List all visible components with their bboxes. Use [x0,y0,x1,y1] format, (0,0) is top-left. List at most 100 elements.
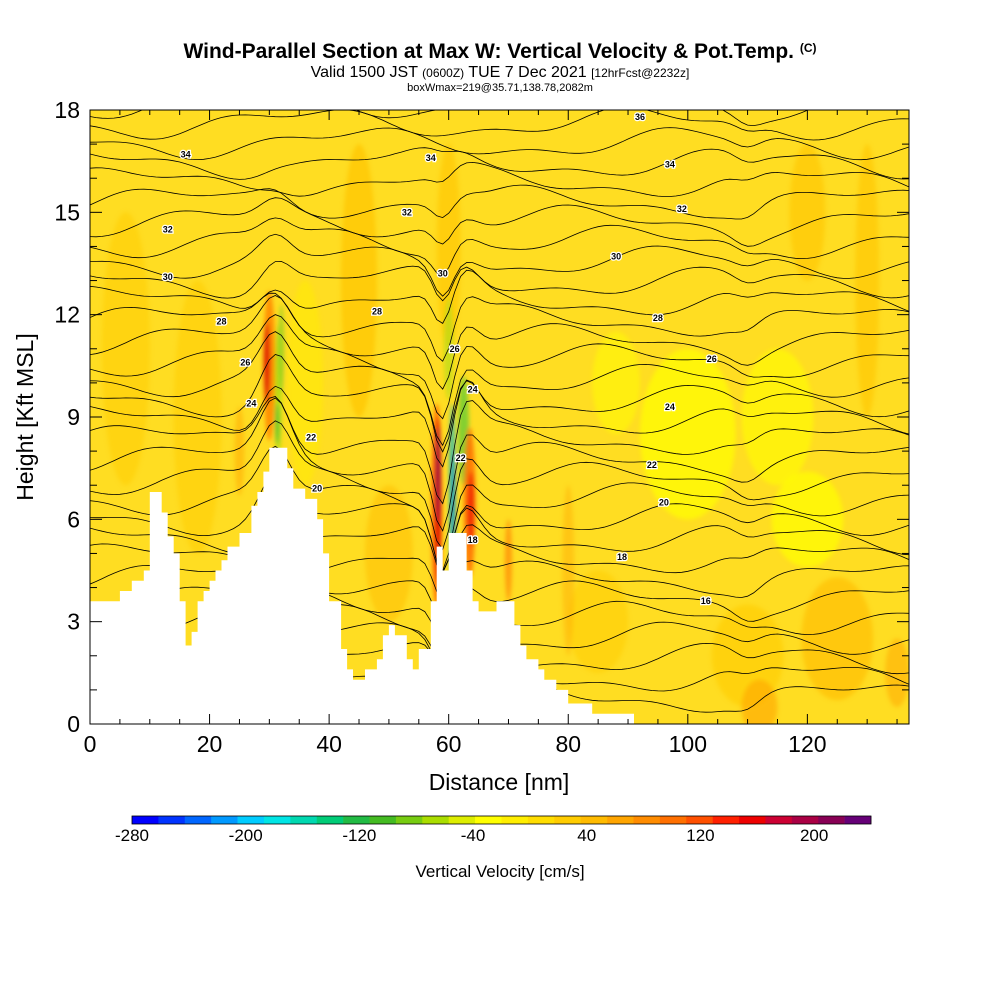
velocity-region [435,427,441,523]
isentrope-line [90,314,909,420]
isentrope-line [90,379,909,468]
valid-time: Valid 1500 JST (0600Z) TUE 7 Dec 2021 [1… [0,64,1000,82]
isentrope-line [90,524,909,598]
contour-label: 26 [240,357,250,367]
colorbar-tick-label: -200 [228,826,263,845]
contour-label: 24 [468,385,478,395]
contour-label: 26 [450,344,460,354]
velocity-region [287,280,324,486]
y-tick-label: 18 [54,97,80,123]
colorbar-swatch [527,816,555,824]
velocity-region [741,679,778,724]
colorbar-swatch [475,816,502,824]
isentrope-line [90,397,909,532]
contour-label: 18 [617,552,627,562]
colorbar-swatch [158,816,186,824]
contour-label: 24 [665,402,675,412]
isentrope-line [90,295,909,390]
velocity-region [278,304,285,394]
x-tick-label: 120 [788,731,826,757]
valid-utc: (0600Z) [422,66,465,80]
contour-label: 24 [246,398,256,408]
velocity-region [741,348,814,486]
colorbar-swatch [633,816,661,824]
isentrope-line [90,507,909,574]
terrain-mask [90,447,634,724]
isentrope-line [90,420,909,551]
isentrope-line [90,233,909,297]
colorbar-swatch [448,816,476,824]
velocity-region [341,144,377,418]
colorbar-tick-label: 120 [686,826,715,845]
x-axis-label: Distance [nm] [429,769,570,795]
velocity-region [467,471,475,547]
contour-label: 32 [677,204,687,214]
colorbar-swatch [395,816,423,824]
colorbar-swatch [580,816,608,824]
colorbar-swatch [686,816,713,824]
contour-label: 32 [163,224,173,234]
colorbar-swatch [211,816,238,824]
colorbar-swatch [184,816,212,824]
colorbar-swatch [501,816,529,824]
title-block: Wind-Parallel Section at Max W: Vertical… [0,36,1000,94]
velocity-region [639,348,736,520]
velocity-region [263,321,271,404]
velocity-region [592,331,640,435]
x-tick-label: 60 [436,731,462,757]
velocity-region [789,144,826,281]
isentrope-line [90,127,909,161]
colorbar-frame [131,815,872,825]
colorbar-swatch [290,816,318,824]
x-tick-label: 40 [316,731,342,757]
isentrope-line [90,445,909,572]
isentrope-line [90,110,809,127]
velocity-region [436,144,461,349]
colorbar-swatch [607,816,634,824]
contour-label: 22 [647,460,657,470]
colorbar-tick-label: 200 [799,826,829,845]
velocity-region [173,280,222,554]
x-tick-label: 20 [197,731,223,757]
colorbar-swatch [554,816,581,824]
colorbar-swatch [343,816,370,824]
velocity-region [101,212,150,486]
y-tick-label: 15 [54,199,80,225]
colorbar-tick-label: 40 [577,826,597,845]
colorbar-swatch [659,816,687,824]
colorbar-swatch [818,816,845,824]
contour-label: 22 [306,432,316,442]
colorbar-swatch [422,816,450,824]
colorbar-swatch [369,816,397,824]
y-axis-label: Height [Kft MSL] [12,333,38,500]
isentrope-line [90,161,909,197]
copyright-mark: (C) [799,41,817,55]
contour-label: 30 [438,269,448,279]
contour-label: 34 [665,160,675,170]
velocity-region [568,570,629,673]
forecast-info: [12hrFcst@2232z] [591,66,690,80]
x-tick-label: 100 [669,731,707,757]
colorbar [131,815,872,825]
isentrope-line [90,110,909,141]
contour-label: 18 [468,535,478,545]
velocity-region [855,144,880,418]
colorbar-swatch [237,816,265,824]
y-tick-label: 12 [54,302,80,328]
contour-label: 32 [402,207,412,217]
isentrope-line [90,197,909,247]
contour-label: 26 [707,354,717,364]
y-tick-label: 6 [67,506,80,532]
contour-label: 28 [217,316,227,326]
velocity-region [234,406,245,496]
isentrope-line [90,292,909,362]
colorbar-swatch [132,816,159,824]
valid-prefix: Valid 1500 JST [310,64,418,81]
colorbar-label: Vertical Velocity [cm/s] [415,862,585,881]
colorbar-tick-label: -40 [460,826,486,845]
isentrope-line [90,472,909,574]
boxwmax-info: boxWmax=219@35.71,138.78,2082m [407,82,593,94]
isentrope-line [90,217,909,276]
colorbar-swatch [712,816,740,824]
contour-label: 30 [611,252,621,262]
